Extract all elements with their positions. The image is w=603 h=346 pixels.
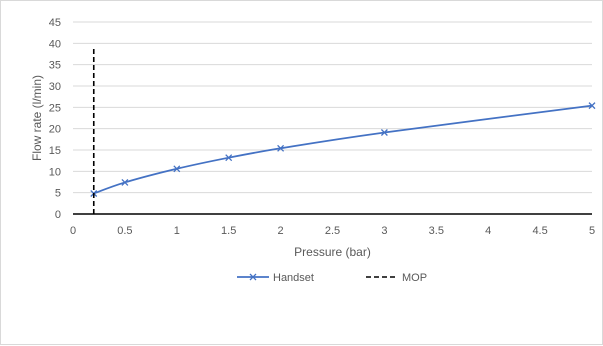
y-tick-label-7: 35 <box>49 60 61 72</box>
x-tick-label-9: 4.5 <box>532 225 547 237</box>
y-tick-label-6: 30 <box>49 81 61 93</box>
x-axis-title: Pressure (bar) <box>294 245 371 259</box>
x-tick-label-0: 0 <box>70 225 76 237</box>
y-tick-label-3: 15 <box>49 145 61 157</box>
y-tick-label-9: 45 <box>49 17 61 29</box>
x-tick-label-2: 1 <box>174 225 180 237</box>
y-tick-label-5: 25 <box>49 102 61 114</box>
y-axis-title: Flow rate (l/min) <box>30 75 44 161</box>
x-tick-label-3: 1.5 <box>221 225 236 237</box>
x-tick-label-10: 5 <box>589 225 595 237</box>
y-tick-label-8: 40 <box>49 38 61 50</box>
x-tick-label-1: 0.5 <box>117 225 132 237</box>
x-tick-label-7: 3.5 <box>429 225 444 237</box>
legend-mop-label: MOP <box>402 272 427 284</box>
x-tick-label-6: 3 <box>381 225 387 237</box>
y-tick-label-2: 10 <box>49 166 61 178</box>
x-tick-label-5: 2.5 <box>325 225 340 237</box>
legend-handset-label: Handset <box>273 272 314 284</box>
y-tick-label-1: 5 <box>55 188 61 200</box>
y-tick-label-4: 20 <box>49 124 61 136</box>
x-tick-label-8: 4 <box>485 225 491 237</box>
y-tick-label-0: 0 <box>55 209 61 221</box>
x-tick-label-4: 2 <box>278 225 284 237</box>
